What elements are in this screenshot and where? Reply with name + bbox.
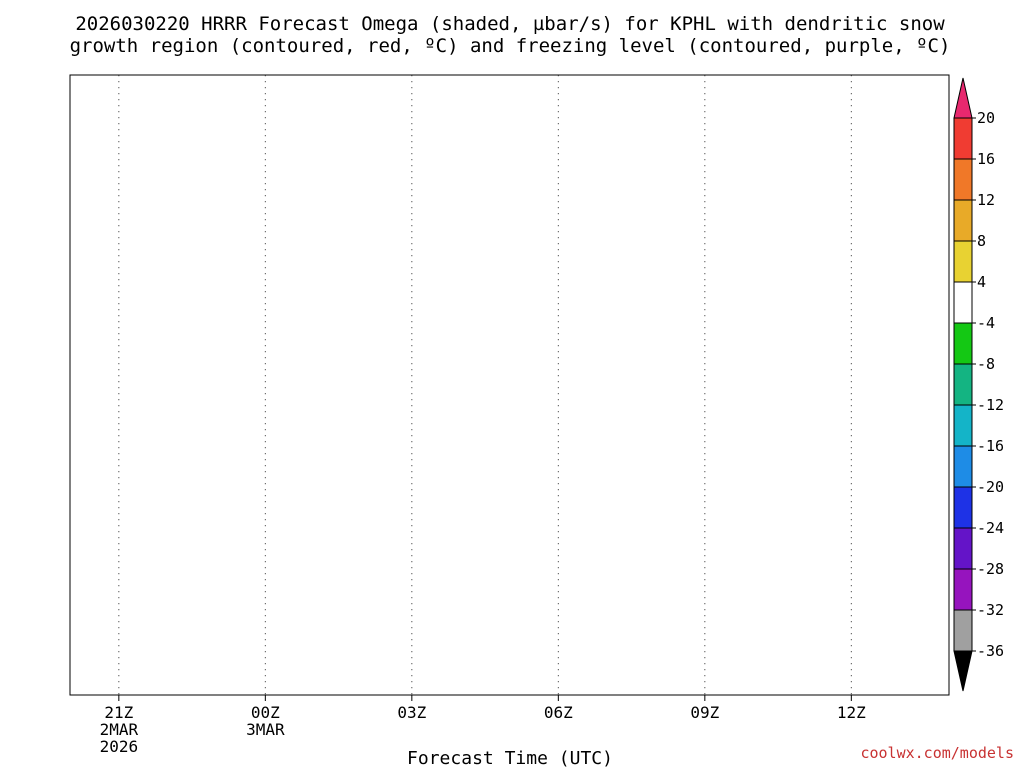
colorbar-segment-11	[953, 527, 973, 570]
colorbar-segment-12	[953, 568, 973, 611]
colorbar-segment-13	[953, 609, 973, 652]
colorbar-bottom-arrow	[953, 650, 973, 692]
colorbar-label--28: -28	[977, 560, 1004, 578]
colorbar-label-20: 20	[977, 109, 995, 127]
x-tick-label-12Z: 12Z	[837, 703, 866, 722]
colorbar: 20 16 12 8 4 -4 -8 -12 -16 -20 -24 -28 -32 -36	[953, 77, 1004, 692]
colorbar-label-8: 8	[977, 232, 986, 250]
x-tick-label-09Z: 09Z	[690, 703, 719, 722]
colorbar-label--8: -8	[977, 355, 995, 373]
colorbar-label--20: -20	[977, 478, 1004, 496]
colorbar-label-4: 4	[977, 273, 986, 291]
x-tick-label-03Z: 03Z	[397, 703, 426, 722]
plot-area: -18-18-12-12	[69, 74, 950, 696]
colorbar-label--32: -32	[977, 601, 1004, 619]
x-tick-label-2MAR: 2MAR	[100, 720, 139, 739]
x-axis-label: Forecast Time (UTC)	[407, 748, 613, 768]
colorbar-label--24: -24	[977, 519, 1004, 537]
title-line-2: growth region (contoured, red, ºC) and f…	[70, 35, 951, 57]
x-tick-label-2026: 2026	[100, 737, 139, 756]
plot-frame	[69, 74, 950, 696]
colorbar-label--12: -12	[977, 396, 1004, 414]
colorbar-label--4: -4	[977, 314, 995, 332]
title-line-1: 2026030220 HRRR Forecast Omega (shaded, …	[75, 13, 945, 35]
colorbar-segment-5	[953, 281, 973, 324]
colorbar-segment-9	[953, 445, 973, 488]
colorbar-segment-3	[953, 199, 973, 242]
grid-lines	[118, 75, 852, 695]
colorbar-label--36: -36	[977, 642, 1004, 660]
colorbar-segment-2	[953, 158, 973, 201]
colorbar-segment-4	[953, 240, 973, 283]
colorbar-top-arrow	[953, 77, 973, 119]
colorbar-segment-8	[953, 404, 973, 447]
x-tick-label-21Z: 21Z	[104, 703, 133, 722]
colorbar-segment-1	[953, 117, 973, 160]
plot-background	[70, 75, 949, 695]
colorbar-segment-6	[953, 322, 973, 365]
colorbar-segment-10	[953, 486, 973, 529]
colorbar-label-12: 12	[977, 191, 995, 209]
x-tick-label-00Z: 00Z	[251, 703, 280, 722]
x-tick-label-06Z: 06Z	[544, 703, 573, 722]
colorbar-label-16: 16	[977, 150, 995, 168]
colorbar-segment-7	[953, 363, 973, 406]
x-tick-label-3MAR: 3MAR	[246, 720, 285, 739]
colorbar-label--16: -16	[977, 437, 1004, 455]
credit-text: coolwx.com/models	[860, 744, 1014, 762]
